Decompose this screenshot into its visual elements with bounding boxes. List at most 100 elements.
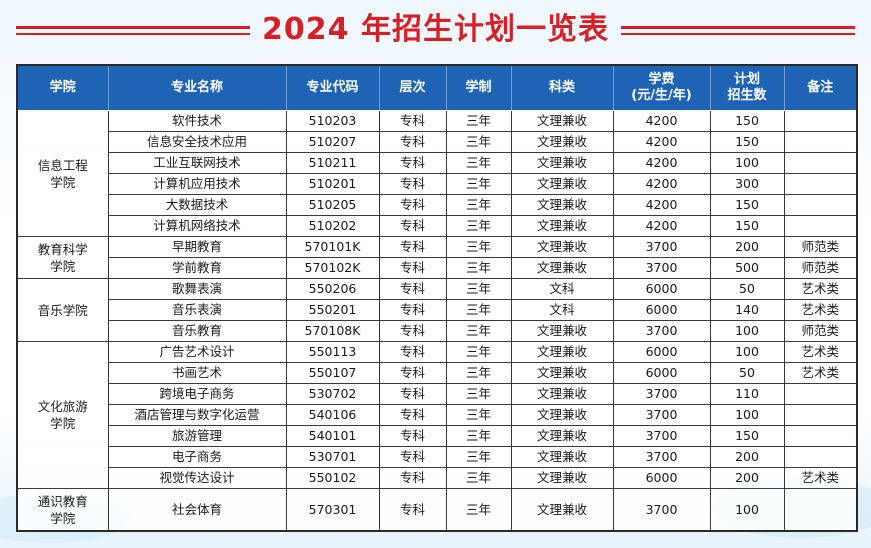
- table-row: 学前教育 570102K 专科 三年 文理兼收 3700 500 师范类: [17, 257, 858, 279]
- table-row: 音乐表演 550201 专科 三年 文科 6000 140 艺术类: [17, 299, 858, 321]
- duration-cell: 三年: [445, 257, 512, 279]
- fee-cell: 4200: [612, 131, 711, 153]
- note-cell: [783, 194, 858, 216]
- duration-cell: 三年: [445, 152, 512, 174]
- note-cell: [783, 110, 858, 132]
- note-cell: 艺术类: [783, 278, 858, 300]
- table-body: 信息工程 学院 软件技术 510203 专科 三年 文理兼收 4200 150 信息安全技术应用 5…: [16, 110, 858, 532]
- duration-cell: 三年: [445, 131, 512, 153]
- note-cell: [783, 404, 858, 426]
- note-cell: [783, 173, 858, 195]
- note-cell: [783, 488, 858, 532]
- category-cell: 文理兼收: [510, 446, 614, 468]
- level-cell: 专科: [378, 236, 447, 258]
- level-cell: 专科: [378, 320, 447, 342]
- level-cell: 专科: [378, 278, 447, 300]
- category-cell: 文理兼收: [510, 341, 614, 363]
- level-cell: 专科: [378, 194, 447, 216]
- plan-cell: 140: [709, 299, 785, 321]
- fee-cell: 6000: [612, 299, 711, 321]
- major-cell: 社会体育: [107, 488, 287, 532]
- col-header-code: 专业代码: [285, 64, 380, 111]
- major-cell: 跨境电子商务: [107, 383, 287, 405]
- level-cell: 专科: [378, 341, 447, 363]
- code-cell: 510203: [285, 110, 380, 132]
- category-cell: 文理兼收: [510, 215, 614, 237]
- plan-cell: 150: [709, 131, 785, 153]
- duration-cell: 三年: [445, 194, 512, 216]
- level-cell: 专科: [378, 152, 447, 174]
- code-cell: 550201: [285, 299, 380, 321]
- major-cell: 音乐教育: [107, 320, 287, 342]
- plan-cell: 200: [709, 236, 785, 258]
- code-cell: 570301: [285, 488, 380, 532]
- table-row: 大数据技术 510205 专科 三年 文理兼收 4200 150: [17, 194, 858, 216]
- duration-cell: 三年: [445, 110, 512, 132]
- category-cell: 文科: [510, 278, 614, 300]
- fee-cell: 3700: [612, 404, 711, 426]
- major-cell: 视觉传达设计: [107, 467, 287, 489]
- plan-cell: 50: [709, 362, 785, 384]
- plan-cell: 100: [709, 404, 785, 426]
- fee-cell: 6000: [612, 341, 711, 363]
- major-cell: 旅游管理: [107, 425, 287, 447]
- fee-cell: 4200: [612, 173, 711, 195]
- duration-cell: 三年: [445, 173, 512, 195]
- major-cell: 广告艺术设计: [107, 341, 287, 363]
- category-cell: 文理兼收: [510, 110, 614, 132]
- note-cell: 艺术类: [783, 299, 858, 321]
- level-cell: 专科: [378, 383, 447, 405]
- fee-cell: 6000: [612, 362, 711, 384]
- fee-cell: 3700: [612, 236, 711, 258]
- page-title: 2024 年招生计划一览表: [262, 12, 609, 47]
- category-cell: 文理兼收: [510, 488, 614, 532]
- major-cell: 大数据技术: [107, 194, 287, 216]
- note-cell: [783, 383, 858, 405]
- code-cell: 530702: [285, 383, 380, 405]
- college-cell: 音乐学院: [16, 278, 109, 342]
- col-header-category: 科类: [510, 64, 614, 111]
- major-cell: 软件技术: [107, 110, 287, 132]
- table-row: 信息安全技术应用 510207 专科 三年 文理兼收 4200 150: [17, 131, 858, 153]
- col-header-major: 专业名称: [107, 64, 287, 111]
- major-cell: 信息安全技术应用: [107, 131, 287, 153]
- category-cell: 文理兼收: [510, 131, 614, 153]
- plan-cell: 150: [709, 425, 785, 447]
- level-cell: 专科: [378, 446, 447, 468]
- major-cell: 酒店管理与数字化运营: [107, 404, 287, 426]
- duration-cell: 三年: [445, 488, 512, 532]
- title-rule-left: [16, 26, 250, 35]
- category-cell: 文理兼收: [510, 173, 614, 195]
- category-cell: 文理兼收: [510, 194, 614, 216]
- category-cell: 文科: [510, 299, 614, 321]
- note-cell: 艺术类: [783, 467, 858, 489]
- note-cell: [783, 215, 858, 237]
- fee-cell: 3700: [612, 257, 711, 279]
- table-row: 教育科学 学院 早期教育 570101K 专科 三年 文理兼收 3700 200 师范类: [16, 236, 858, 279]
- table-row: 电子商务 530701 专科 三年 文理兼收 3700 200: [17, 446, 858, 468]
- col-header-college: 学院: [16, 64, 109, 111]
- fee-cell: 4200: [612, 110, 711, 132]
- code-cell: 540101: [285, 425, 380, 447]
- col-header-duration: 学制: [445, 64, 512, 111]
- fee-cell: 3700: [612, 320, 711, 342]
- fee-cell: 3700: [612, 383, 711, 405]
- duration-cell: 三年: [445, 215, 512, 237]
- category-cell: 文理兼收: [510, 320, 614, 342]
- note-cell: 师范类: [783, 236, 858, 258]
- note-cell: [783, 131, 858, 153]
- plan-cell: 150: [709, 110, 785, 132]
- table-row: 书画艺术 550107 专科 三年 文理兼收 6000 50 艺术类: [17, 362, 858, 384]
- level-cell: 专科: [378, 131, 447, 153]
- col-header-level: 层次: [378, 64, 447, 111]
- category-cell: 文理兼收: [510, 467, 614, 489]
- note-cell: 艺术类: [783, 341, 858, 363]
- duration-cell: 三年: [445, 467, 512, 489]
- code-cell: 510201: [285, 173, 380, 195]
- fee-cell: 6000: [612, 278, 711, 300]
- note-cell: [783, 425, 858, 447]
- fee-cell: 4200: [612, 194, 711, 216]
- level-cell: 专科: [378, 425, 447, 447]
- duration-cell: 三年: [445, 404, 512, 426]
- title-rule-right: [621, 26, 855, 35]
